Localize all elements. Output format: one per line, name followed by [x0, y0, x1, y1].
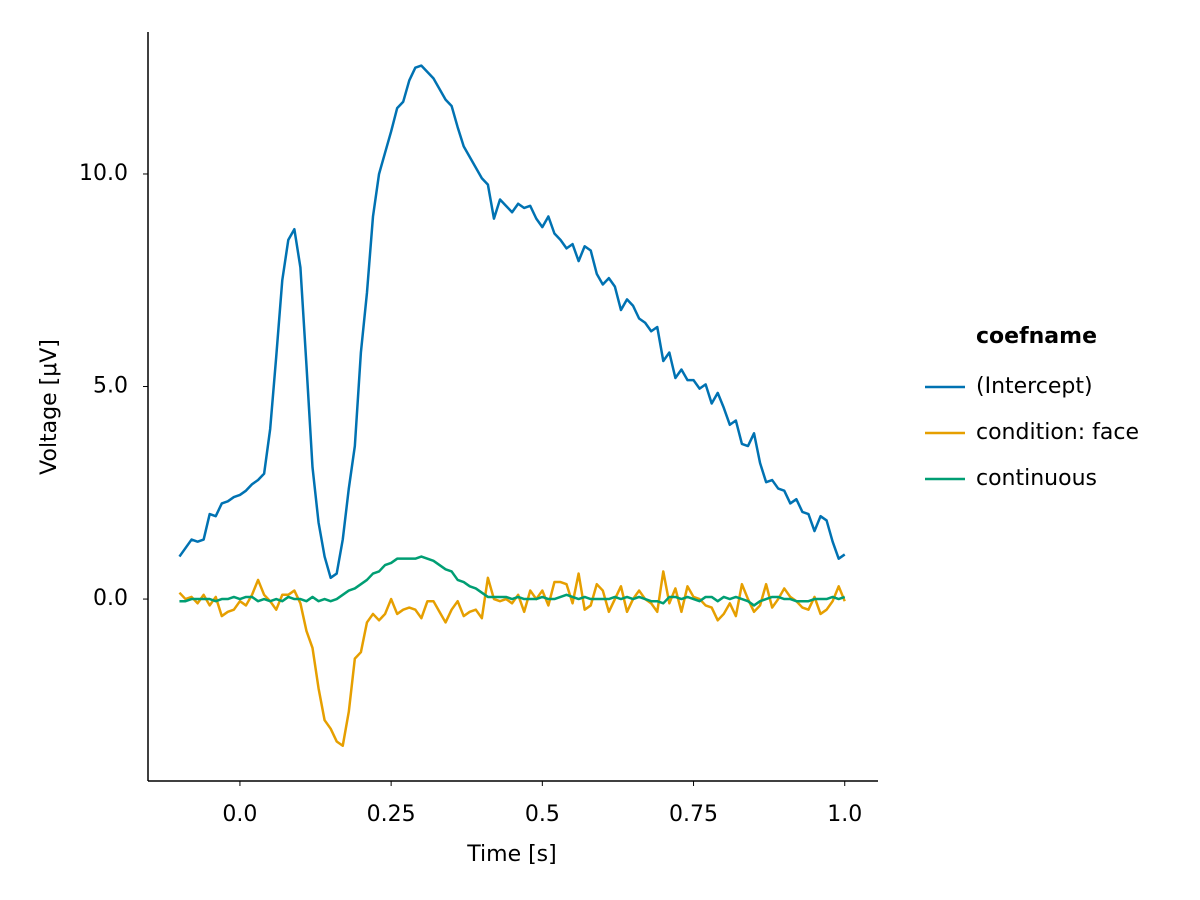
y-tick-label: 10.0: [79, 161, 128, 186]
y-tick-label: 5.0: [93, 374, 128, 399]
legend-label: condition: face: [976, 420, 1139, 445]
legend-title: coefname: [976, 324, 1097, 349]
x-tick-label: 1.0: [827, 802, 862, 827]
line-series: [178, 64, 846, 580]
y-tick-label: 0.0: [93, 586, 128, 611]
legend-label: (Intercept): [976, 374, 1093, 399]
x-tick-label: 0.75: [669, 802, 718, 827]
x-tick-label: 0.25: [367, 802, 416, 827]
line-series: [178, 570, 846, 747]
x-axis-label: Time [s]: [466, 842, 556, 867]
legend-label: continuous: [976, 466, 1097, 491]
line-series: [179, 555, 846, 607]
x-tick-label: 0.5: [525, 802, 560, 827]
y-axis-label: Voltage [μV]: [37, 339, 62, 475]
x-tick-label: 0.0: [222, 802, 257, 827]
